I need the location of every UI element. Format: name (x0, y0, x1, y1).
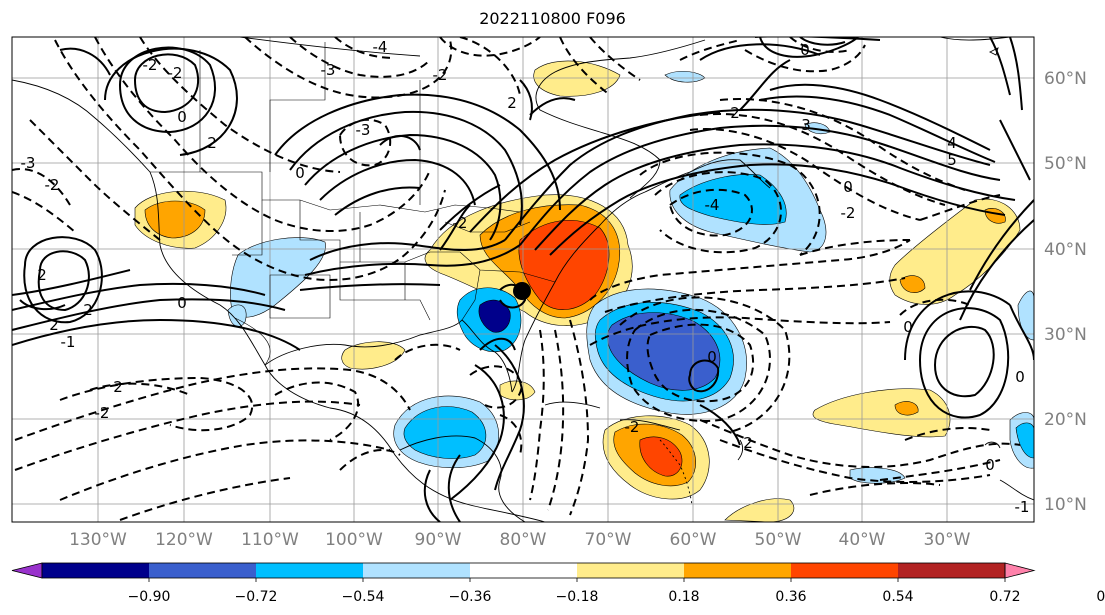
colorbar-segment (898, 563, 1006, 578)
contour-label: 2 (743, 434, 753, 452)
colorbar-extend-low (11, 562, 43, 579)
graticule (12, 37, 1034, 522)
colorbar-segment (363, 563, 471, 578)
contour-label: 4 (947, 134, 957, 152)
contour-label: -3 (21, 154, 36, 172)
contour-label: -2 (453, 214, 468, 232)
colorbar-segment (149, 563, 257, 578)
contour-label: 3 (801, 116, 811, 134)
colorbar-segment (256, 563, 364, 578)
longitude-label: 70°W (585, 530, 632, 550)
contour-label: -4 (705, 196, 720, 214)
longitude-axis: 130°W 120°W 110°W 100°W 90°W 80°W 70°W 6… (69, 530, 971, 550)
contour-label: -2 (841, 204, 856, 222)
colorbar-tick-label: 0.54 (882, 589, 913, 605)
contour-label: 2 (37, 266, 47, 284)
political-borders (150, 42, 556, 366)
contour-label: -2 (95, 404, 110, 422)
longitude-label: 100°W (325, 530, 383, 550)
colorbar-tick-label: 0.72 (989, 589, 1020, 605)
contour-label: -2 (433, 66, 448, 84)
latitude-label: 40°N (1044, 240, 1087, 260)
colorbar-segment (42, 563, 150, 578)
colorbar-segment (791, 563, 899, 578)
colorbar-tick-label: −0.72 (235, 589, 278, 605)
colorbar-outline (41, 562, 1006, 579)
map-title: 2022110800 F096 (479, 9, 626, 28)
colorbar-tick-label: 0.90 (1096, 589, 1105, 605)
coastlines (12, 37, 1034, 522)
contour-label: 0 (177, 294, 187, 312)
colorbar-segment (470, 563, 578, 578)
contour-label: 0 (295, 164, 305, 182)
contour-label: 2 (730, 104, 740, 122)
contour-label: -2 (45, 176, 60, 194)
contour-labels: -4 -3 -2 2 0 -2 -2 0 -3 -2 2 0 3 4 5 -2 … (21, 38, 1030, 516)
contour-label: 0 (903, 318, 913, 336)
contour-label: -3 (356, 121, 371, 139)
contour-label: 2 (113, 378, 123, 396)
longitude-label: 90°W (415, 530, 462, 550)
map-panel: -4 -3 -2 2 0 -2 -2 0 -3 -2 2 0 3 4 5 -2 … (12, 37, 1034, 522)
latitude-label: 30°N (1044, 325, 1087, 345)
contour-label: -1 (61, 333, 76, 351)
longitude-label: 80°W (500, 530, 547, 550)
longitude-label: 110°W (241, 530, 299, 550)
colorbar: −0.90 −0.72 −0.54 −0.36 −0.18 0.18 0.36 0.54 0.7… (11, 562, 1105, 605)
latitude-label: 50°N (1044, 154, 1087, 174)
colorbar-segment (577, 563, 685, 578)
colorbar-segment (684, 563, 792, 578)
contour-label: -3 (321, 61, 336, 79)
longitude-label: 60°W (670, 530, 717, 550)
longitude-label: 130°W (69, 530, 127, 550)
contour-label: 2 (83, 301, 93, 319)
contour-label: -4 (373, 38, 388, 56)
contour-lines (12, 37, 1034, 522)
longitude-label: 30°W (924, 530, 971, 550)
contour-label: -2 (143, 56, 158, 74)
colorbar-extend-high (1004, 562, 1036, 579)
longitude-label: 40°W (839, 530, 886, 550)
longitude-label: 120°W (155, 530, 213, 550)
contour-label: -2 (168, 64, 183, 82)
contour-label: 0 (843, 178, 853, 196)
map-frame (11, 36, 1035, 523)
contour-label: -1 (1015, 498, 1030, 516)
colorbar-tick-label: 0.18 (668, 589, 699, 605)
contour-label: 5 (947, 151, 957, 169)
colorbar-tick-label: −0.54 (342, 589, 385, 605)
colorbar-tick-label: −0.90 (128, 589, 171, 605)
contour-label: 2 (207, 134, 217, 152)
latitude-label: 20°N (1044, 410, 1087, 430)
black-dot-marker (513, 282, 531, 300)
contour-label: -2 (625, 418, 640, 436)
latitude-label: 60°N (1044, 69, 1087, 89)
contour-label: 0 (800, 41, 810, 59)
colorbar-tick-label: −0.18 (556, 589, 599, 605)
colorbar-tick-label: 0.36 (775, 589, 806, 605)
contour-label: 0 (1015, 368, 1025, 386)
longitude-label: 50°W (755, 530, 802, 550)
contour-label: 0 (177, 108, 187, 126)
contour-label: 2 (49, 316, 59, 334)
contour-label: 0 (707, 348, 717, 366)
latitude-label: 10°N (1044, 495, 1087, 515)
colorbar-tick-label: −0.36 (449, 589, 492, 605)
latitude-axis: 60°N 50°N 40°N 30°N 20°N 10°N (1044, 69, 1087, 515)
contour-label: 2 (507, 94, 517, 112)
contour-label: 0 (985, 456, 995, 474)
